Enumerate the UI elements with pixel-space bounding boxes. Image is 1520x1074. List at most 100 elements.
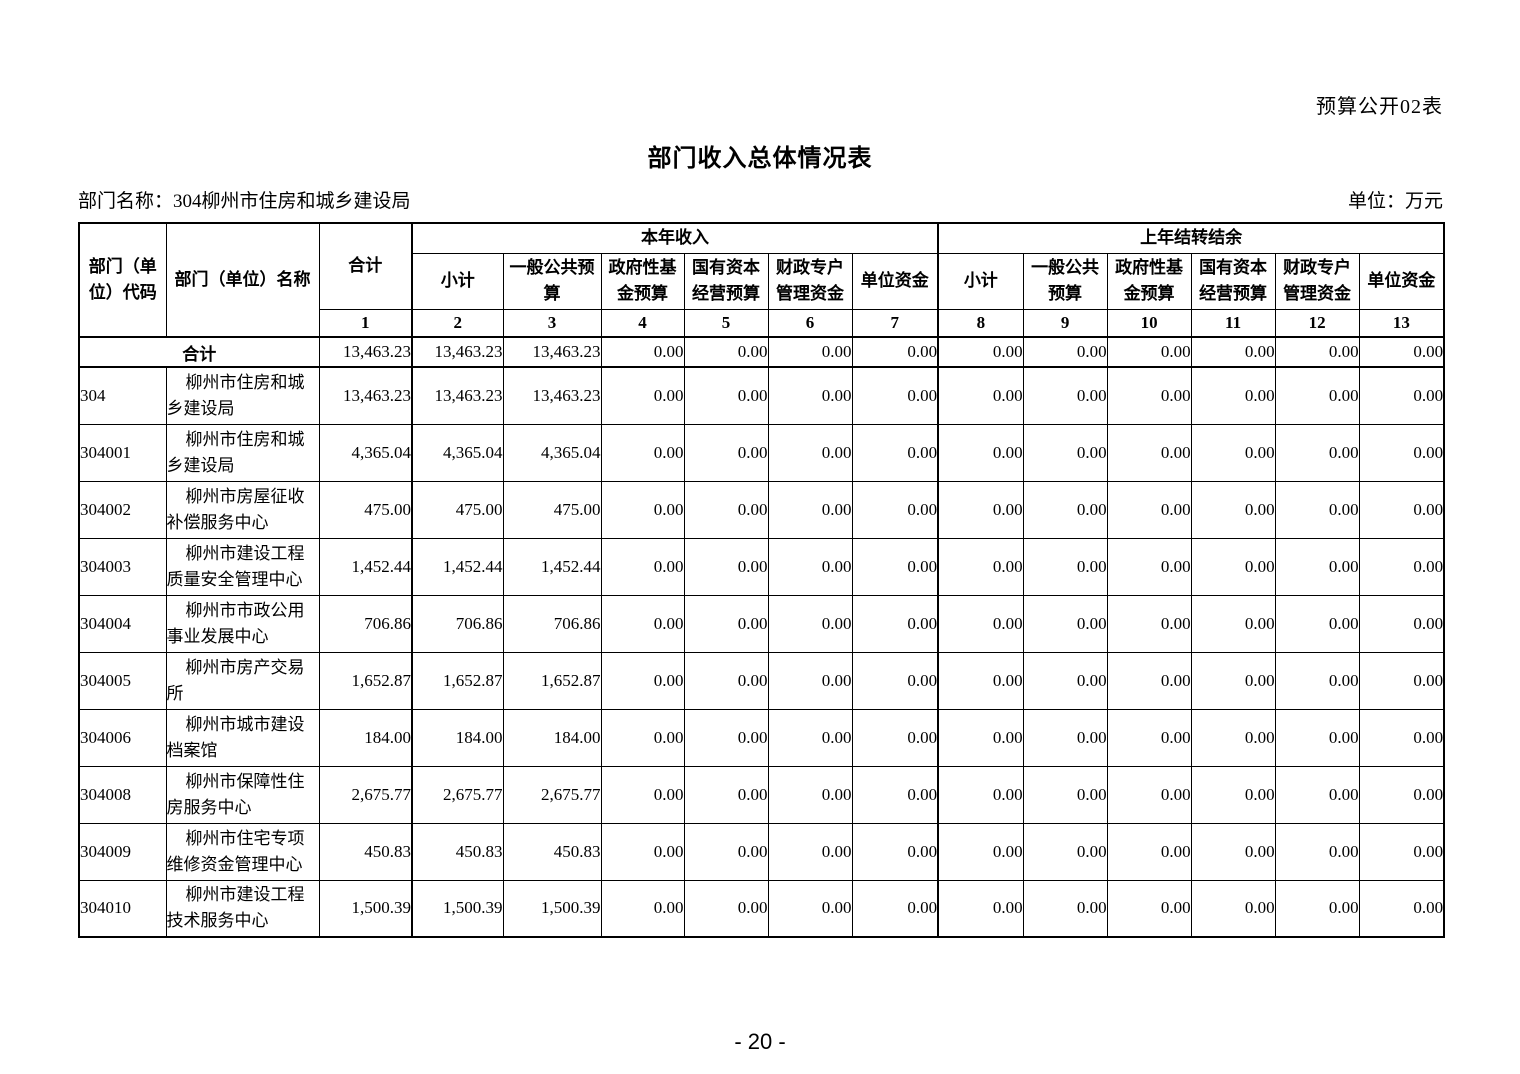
value-col1: 475.00 xyxy=(318,480,413,539)
value-col13: 0.00 xyxy=(1358,765,1445,824)
total-value-col8: 0.00 xyxy=(937,336,1024,368)
value-col8: 0.00 xyxy=(937,480,1024,539)
value-col10: 0.00 xyxy=(1106,765,1192,824)
department-name: 柳州市住宅专项维修资金管理中心 xyxy=(165,822,320,881)
department-code: 304005 xyxy=(78,651,167,710)
value-col11: 0.00 xyxy=(1190,822,1276,881)
value-col9: 0.00 xyxy=(1022,765,1108,824)
value-col5: 0.00 xyxy=(683,423,769,482)
income-table: 部门（单位）代码 部门（单位）名称 合计 本年收入 上年结转结余 小计 一般公共… xyxy=(78,222,1446,938)
department-name: 柳州市建设工程质量安全管理中心 xyxy=(165,537,320,596)
total-value-col6: 0.00 xyxy=(767,336,853,368)
page-title: 部门收入总体情况表 xyxy=(647,145,873,172)
value-col2: 4,365.04 xyxy=(411,423,504,482)
value-col2: 184.00 xyxy=(411,708,504,767)
value-col7: 0.00 xyxy=(851,879,939,938)
value-col2: 450.83 xyxy=(411,822,504,881)
value-col7: 0.00 xyxy=(851,822,939,881)
value-col2: 2,675.77 xyxy=(411,765,504,824)
value-col9: 0.00 xyxy=(1022,423,1108,482)
total-value-col12: 0.00 xyxy=(1274,336,1360,368)
value-col9: 0.00 xyxy=(1022,708,1108,767)
department-row: 304009 柳州市住宅专项维修资金管理中心 450.83 450.83 450.83 0… xyxy=(78,822,1445,881)
value-col8: 0.00 xyxy=(937,822,1024,881)
unit-label: 单位：万元 xyxy=(1347,191,1443,212)
department-code: 304003 xyxy=(78,537,167,596)
col-header-carryover-subtotal: 小计 xyxy=(937,252,1024,310)
table-body: 合计 13,463.23 13,463.23 13,463.23 0.00 0.00 0.0… xyxy=(78,336,1445,938)
col-header-total: 合计 xyxy=(318,222,413,310)
value-col11: 0.00 xyxy=(1190,537,1276,596)
value-col11: 0.00 xyxy=(1190,423,1276,482)
col-number-11: 11 xyxy=(1190,308,1276,338)
value-col13: 0.00 xyxy=(1358,423,1445,482)
value-col4: 0.00 xyxy=(600,651,685,710)
department-row: 304008 柳州市保障性住房服务中心 2,675.77 2,675.77 2,675.… xyxy=(78,765,1445,824)
value-col2: 1,652.87 xyxy=(411,651,504,710)
col-number-5: 5 xyxy=(683,308,769,338)
department-name: 柳州市保障性住房服务中心 xyxy=(165,765,320,824)
department-row: 304004 柳州市市政公用事业发展中心 706.86 706.86 706.86 0.0… xyxy=(78,594,1445,653)
col-number-4: 4 xyxy=(600,308,685,338)
value-col3: 1,500.39 xyxy=(502,879,602,938)
value-col1: 706.86 xyxy=(318,594,413,653)
department-row: 304 柳州市住房和城乡建设局 13,463.23 13,463.23 13,463.2… xyxy=(78,366,1445,425)
col-header-carryover-fiscal-account-funds: 财政专户管理资金 xyxy=(1274,252,1360,310)
value-col6: 0.00 xyxy=(767,879,853,938)
department-code: 304008 xyxy=(78,765,167,824)
page-number: - 20 - xyxy=(734,1029,786,1054)
department-row: 304001 柳州市住房和城乡建设局 4,365.04 4,365.04 4,365.0… xyxy=(78,423,1445,482)
col-header-current-subtotal: 小计 xyxy=(411,252,504,310)
header-group-row: 部门（单位）代码 部门（单位）名称 合计 本年收入 上年结转结余 xyxy=(78,222,1445,338)
value-col3: 13,463.23 xyxy=(502,366,602,425)
total-value-col2: 13,463.23 xyxy=(411,336,504,368)
value-col10: 0.00 xyxy=(1106,651,1192,710)
value-col1: 4,365.04 xyxy=(318,423,413,482)
value-col5: 0.00 xyxy=(683,879,769,938)
value-col7: 0.00 xyxy=(851,594,939,653)
value-col11: 0.00 xyxy=(1190,366,1276,425)
value-col1: 1,500.39 xyxy=(318,879,413,938)
value-col4: 0.00 xyxy=(600,822,685,881)
value-col1: 13,463.23 xyxy=(318,366,413,425)
value-col10: 0.00 xyxy=(1106,537,1192,596)
value-col7: 0.00 xyxy=(851,651,939,710)
value-col11: 0.00 xyxy=(1190,708,1276,767)
col-header-current-gov-fund-budget: 政府性基金预算 xyxy=(600,252,685,310)
value-col11: 0.00 xyxy=(1190,651,1276,710)
value-col4: 0.00 xyxy=(600,879,685,938)
value-col5: 0.00 xyxy=(683,480,769,539)
value-col8: 0.00 xyxy=(937,879,1024,938)
col-number-7: 7 xyxy=(851,308,939,338)
department-name: 柳州市房屋征收补偿服务中心 xyxy=(165,480,320,539)
group-header-current-year-income: 本年收入 xyxy=(410,222,939,254)
value-col8: 0.00 xyxy=(937,651,1024,710)
total-value-col1: 13,463.23 xyxy=(318,336,413,368)
col-header-carryover-general-public-budget: 一般公共预算 xyxy=(1022,252,1108,310)
value-col13: 0.00 xyxy=(1358,651,1445,710)
value-col5: 0.00 xyxy=(683,594,769,653)
total-row: 合计 13,463.23 13,463.23 13,463.23 0.00 0.00 0.0… xyxy=(78,336,1445,368)
value-col11: 0.00 xyxy=(1190,594,1276,653)
value-col13: 0.00 xyxy=(1358,879,1445,938)
value-col3: 1,652.87 xyxy=(502,651,602,710)
table-header: 部门（单位）代码 部门（单位）名称 合计 本年收入 上年结转结余 小计 一般公共… xyxy=(78,222,1445,338)
col-header-current-unit-funds: 单位资金 xyxy=(851,252,939,310)
col-number-10: 10 xyxy=(1106,308,1192,338)
value-col1: 184.00 xyxy=(318,708,413,767)
value-col13: 0.00 xyxy=(1358,537,1445,596)
department-row: 304002 柳州市房屋征收补偿服务中心 475.00 475.00 475.00 0.0… xyxy=(78,480,1445,539)
value-col10: 0.00 xyxy=(1106,594,1192,653)
col-header-carryover-state-capital-budget: 国有资本经营预算 xyxy=(1190,252,1276,310)
value-col3: 1,452.44 xyxy=(502,537,602,596)
group-header-carryover: 上年结转结余 xyxy=(937,222,1445,254)
col-header-carryover-gov-fund-budget: 政府性基金预算 xyxy=(1106,252,1192,310)
value-col13: 0.00 xyxy=(1358,366,1445,425)
value-col12: 0.00 xyxy=(1274,651,1360,710)
value-col3: 2,675.77 xyxy=(502,765,602,824)
department-name: 柳州市建设工程技术服务中心 xyxy=(165,879,320,938)
col-number-9: 9 xyxy=(1022,308,1108,338)
value-col2: 706.86 xyxy=(411,594,504,653)
value-col6: 0.00 xyxy=(767,822,853,881)
